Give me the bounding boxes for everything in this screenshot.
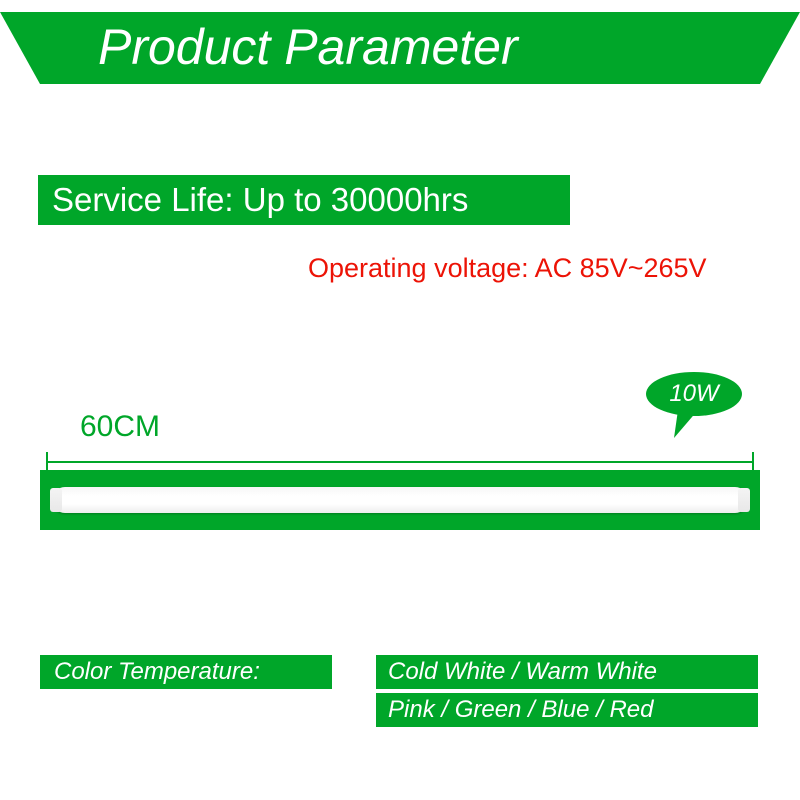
service-life-text: Service Life: Up to 30000hrs: [52, 181, 468, 219]
led-tube: [52, 487, 748, 513]
dimension-label: 60CM: [80, 410, 160, 444]
header-banner: Product Parameter: [0, 12, 800, 84]
dimension-cap-right: [752, 452, 754, 472]
color-temperature-label-box: Color Temperature:: [40, 655, 332, 689]
wattage-label: 10W: [644, 380, 744, 408]
wattage-bubble: 10W: [644, 372, 744, 428]
color-values-line2: Pink / Green / Blue / Red: [388, 696, 653, 724]
color-values-line1: Cold White / Warm White: [388, 658, 657, 686]
operating-voltage: Operating voltage: AC 85V~265V: [308, 253, 707, 284]
service-life-bar: Service Life: Up to 30000hrs: [38, 175, 570, 225]
color-temperature-label: Color Temperature:: [54, 658, 260, 686]
dimension-bar: [46, 461, 754, 463]
dimension-line: [42, 452, 758, 472]
header-title: Product Parameter: [98, 18, 518, 76]
tube-holder: [40, 470, 760, 530]
color-temperature-values-1: Cold White / Warm White: [376, 655, 758, 689]
color-temperature-values-2: Pink / Green / Blue / Red: [376, 693, 758, 727]
